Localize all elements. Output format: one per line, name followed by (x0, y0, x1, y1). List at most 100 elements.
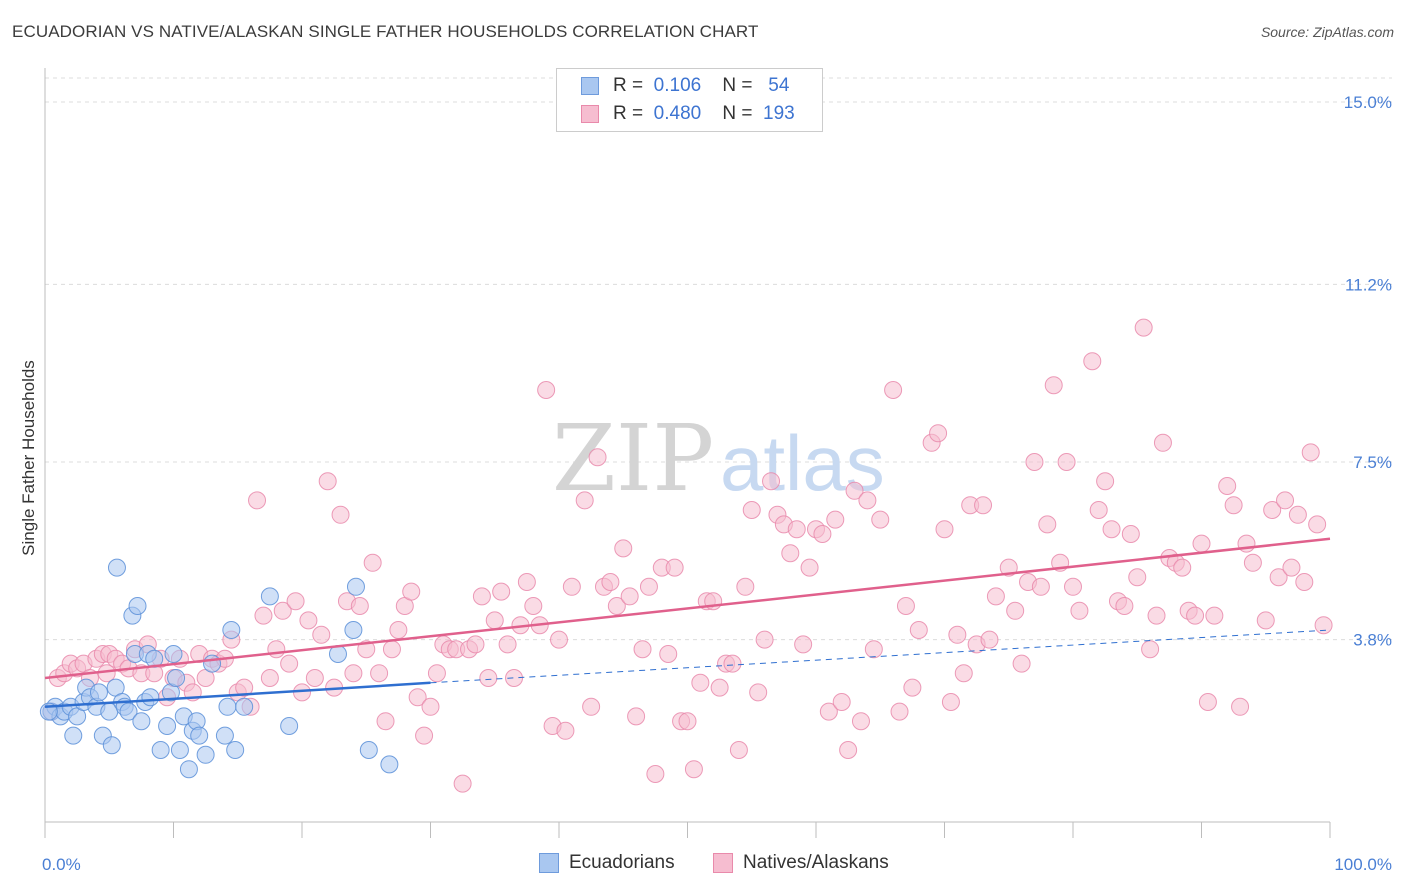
y-tick-label: 15.0% (1344, 93, 1392, 112)
native-point (614, 539, 633, 558)
native-point (1295, 573, 1314, 591)
native-point (858, 491, 877, 510)
native-point (466, 635, 485, 654)
native-point (1256, 611, 1275, 630)
native-point (948, 625, 967, 644)
native-point (382, 640, 401, 659)
native-point (1263, 501, 1282, 519)
native-point (691, 673, 710, 692)
native-point (1064, 577, 1082, 596)
native-point (935, 520, 954, 539)
native-point (1308, 515, 1327, 534)
native-point (851, 712, 870, 731)
native-point (524, 597, 543, 615)
native-point (485, 611, 504, 630)
native-point (742, 501, 761, 519)
native-point (280, 654, 299, 673)
native-point (1198, 693, 1217, 711)
native-point (402, 582, 421, 601)
native-point (582, 697, 601, 716)
chart-title: ECUADORIAN VS NATIVE/ALASKAN SINGLE FATH… (12, 22, 759, 41)
native-point (1153, 433, 1172, 452)
native-point (974, 496, 993, 515)
correlation-legend: R = 0.106 N = 54 R = 0.480 N = 193 (556, 68, 823, 132)
native-point (646, 765, 665, 783)
native-point (845, 481, 864, 500)
ecuadorian-point (119, 702, 138, 721)
native-point (273, 601, 292, 620)
ecuadorian-point (346, 577, 365, 596)
native-point (1314, 616, 1333, 635)
native-point (1276, 491, 1295, 510)
native-point (260, 669, 279, 687)
native-point (1269, 568, 1288, 587)
native-point (665, 558, 684, 577)
native-point (1231, 697, 1250, 716)
native-point (871, 510, 890, 529)
native-point (684, 760, 703, 779)
native-point (254, 606, 273, 625)
native-point (1025, 453, 1044, 471)
native-point (1141, 640, 1160, 659)
native-point (884, 381, 903, 399)
native-point (505, 669, 524, 687)
native-point (286, 592, 305, 611)
bottom-legend-label: Natives/Alaskans (743, 852, 889, 873)
data-points (39, 318, 1333, 793)
ecuadorian-trend-extension (430, 629, 1331, 684)
native-point (344, 664, 363, 683)
native-point (1128, 568, 1147, 587)
ecuadorian-point (380, 755, 399, 774)
native-point (1301, 443, 1320, 462)
native-point (1115, 597, 1134, 615)
native-point (627, 707, 646, 726)
ecuadorian-point (128, 597, 147, 615)
ecuadorian-point (196, 745, 215, 764)
native-point (762, 472, 781, 491)
y-tick-label: 7.5% (1353, 453, 1392, 472)
native-point (813, 525, 832, 543)
ecuadorian-point (89, 683, 108, 702)
native-point (1205, 606, 1224, 625)
native-point (890, 702, 909, 721)
ecuadorian-point (359, 741, 378, 759)
native-point (1006, 601, 1025, 620)
x-tick-label: 100.0% (1334, 855, 1392, 874)
native-point (929, 424, 948, 443)
native-point (736, 577, 755, 596)
x-tick-labels: 0.0% 100.0% (42, 855, 1392, 874)
native-point (659, 645, 678, 663)
native-point (1057, 453, 1076, 471)
native-point (755, 630, 774, 649)
native-point (819, 702, 838, 721)
native-point (556, 721, 575, 740)
ecuadorian-point (102, 736, 121, 755)
native-point (1012, 654, 1031, 673)
native-trend-line (44, 537, 1331, 680)
watermark-zip: ZIP (552, 405, 714, 512)
native-point (267, 640, 286, 659)
native-point (999, 558, 1018, 577)
native-point (633, 640, 652, 659)
native-point (787, 520, 806, 539)
native-point (710, 678, 729, 697)
legend-r-value: 0.480 (653, 103, 702, 124)
native-point (1134, 318, 1153, 337)
native-point (472, 587, 491, 606)
native-point (832, 693, 851, 711)
native-point (607, 597, 626, 615)
grid-lines (45, 77, 1392, 641)
native-point (909, 621, 928, 639)
native-point (235, 678, 254, 697)
native-point (839, 741, 858, 759)
native-point (954, 664, 973, 683)
legend-n-value: 193 (763, 103, 795, 124)
bottom-legend-swatch-natives (713, 853, 733, 873)
legend-r-value: 0.106 (653, 75, 702, 96)
ecuadorian-point (64, 726, 83, 745)
native-point (1038, 515, 1057, 534)
native-point (537, 381, 556, 399)
native-point (781, 544, 800, 563)
ecuadorian-point (107, 558, 126, 577)
legend-n-label: N = (722, 75, 753, 96)
